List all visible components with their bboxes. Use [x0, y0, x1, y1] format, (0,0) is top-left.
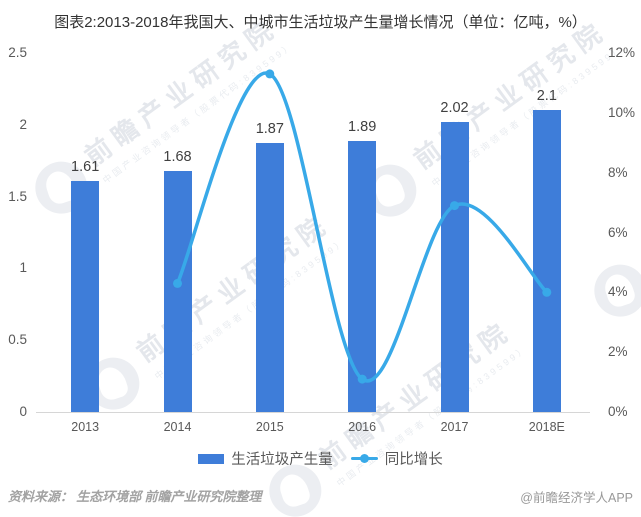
bar-2017 [440, 121, 469, 412]
line-data-point [173, 278, 182, 288]
line-data-point [265, 69, 275, 79]
x-axis-label-2017: 2017 [440, 420, 469, 434]
data-source: 资料来源： 生态环境部 前瞻产业研究院整理 [8, 489, 262, 504]
legend-item-line: 同比增长 [350, 448, 443, 469]
right-axis-tick: 4% [608, 284, 628, 300]
left-axis-tick: 2.5 [8, 45, 27, 60]
x-axis-label-2018E: 2018E [528, 420, 565, 434]
legend: 生活垃圾产生量 同比增长 [0, 448, 641, 469]
legend-label-bar: 生活垃圾产生量 [231, 452, 333, 468]
left-axis-tick: 1.5 [8, 188, 27, 204]
right-axis-tick: 6% [608, 224, 628, 240]
right-axis-tick: 12% [608, 45, 636, 60]
left-axis-tick: 0.5 [8, 332, 27, 348]
right-axis-tick: 8% [608, 164, 628, 180]
x-axis-label-2016: 2016 [348, 420, 377, 434]
app-credit: @前瞻经济学人APP [520, 491, 633, 505]
right-axis-tick: 2% [608, 344, 628, 360]
right-axis-tick: 0% [608, 404, 628, 419]
x-axis-line [36, 412, 590, 413]
line-dot-icon [359, 454, 369, 463]
x-axis-label-2014: 2014 [163, 420, 192, 434]
line-swatch-icon [350, 454, 378, 463]
left-axis-tick: 2 [19, 116, 27, 132]
x-axis-label-2015: 2015 [255, 420, 284, 434]
line-series [173, 69, 552, 384]
bar-value-label: 2.1 [536, 88, 557, 105]
growth-line [175, 71, 549, 383]
bar-value-label: 1.87 [255, 121, 284, 138]
bar-value-label: 1.89 [348, 118, 377, 135]
chart-title: 图表2:2013-2018年我国大、中城市生活垃圾产生量增长情况（单位：亿吨，%… [54, 14, 587, 31]
x-axis-label-2013: 2013 [71, 420, 100, 434]
bar-value-label: 2.02 [440, 99, 469, 116]
watermark-subtext: 中国产业咨询领导者（股票代码:839599） [0, 473, 1, 517]
left-axis-tick: 1 [19, 260, 27, 276]
legend-label-line: 同比增长 [384, 452, 443, 468]
watermark-text: 前瞻产业研究院 [638, 114, 641, 275]
bar-2014 [163, 170, 192, 412]
bar-value-label: 1.68 [163, 148, 192, 165]
bar-2018E [532, 110, 561, 412]
bar-2015 [255, 143, 284, 412]
line-data-point [542, 287, 552, 297]
line-data-point [450, 201, 459, 211]
right-axis-tick: 10% [608, 104, 636, 120]
bar-swatch-icon [198, 453, 225, 464]
legend-item-bar: 生活垃圾产生量 [198, 448, 333, 469]
left-axis-tick: 0 [19, 404, 27, 419]
line-data-point [357, 374, 367, 384]
